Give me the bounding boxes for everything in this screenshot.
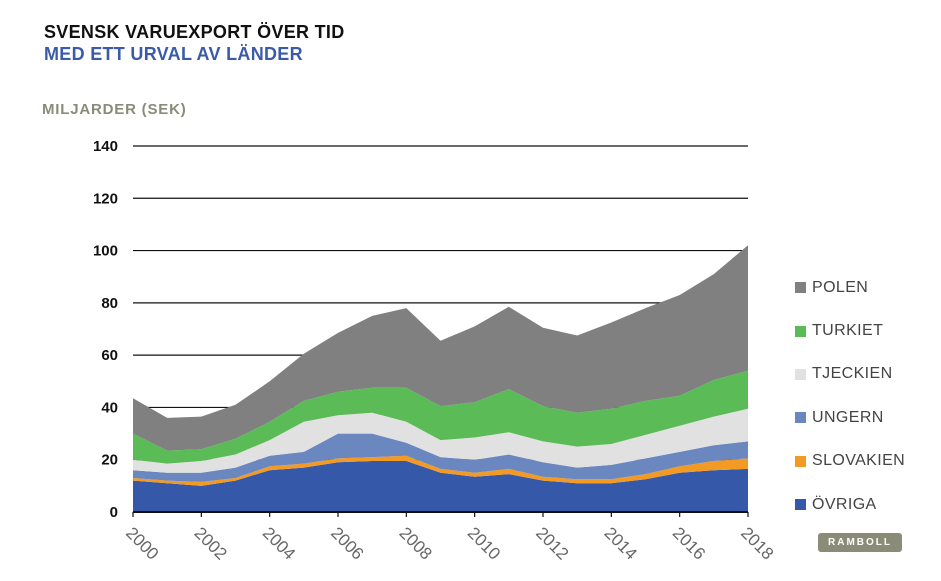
x-tick-label: 2008 <box>396 523 436 563</box>
legend-swatch <box>795 499 806 511</box>
x-tick-label: 2016 <box>669 523 709 563</box>
y-tick-label: 80 <box>101 295 118 312</box>
ramboll-logo: RAMBOLL <box>818 533 902 552</box>
legend-item-tjeckien: TJECKIEN <box>795 353 905 396</box>
y-tick-label: 20 <box>101 452 118 469</box>
legend-swatch <box>795 455 806 467</box>
legend: POLEN TURKIET TJECKIEN UNGERN SLOVAKIEN ÖVRIG… <box>795 266 905 526</box>
legend-label: TURKIET <box>812 322 884 340</box>
x-tick-label: 2006 <box>327 523 367 563</box>
legend-item-slovakien: SLOVAKIEN <box>795 440 905 483</box>
legend-item-turkiet: TURKIET <box>795 309 905 352</box>
x-tick-label: 2004 <box>259 523 299 563</box>
area-turkiet <box>133 370 748 464</box>
x-tick-label: 2014 <box>601 523 641 563</box>
legend-item-polen: POLEN <box>795 266 905 309</box>
x-tick-label: 2002 <box>191 523 231 563</box>
legend-label: POLEN <box>812 278 869 296</box>
legend-item-ungern: UNGERN <box>795 396 905 439</box>
legend-swatch <box>795 368 806 380</box>
legend-swatch <box>795 412 806 424</box>
legend-label: ÖVRIGA <box>812 495 877 513</box>
legend-label: TJECKIEN <box>812 365 893 383</box>
chart-title: SVENSK VARUEXPORT ÖVER TID <box>44 22 345 42</box>
area-övriga <box>133 461 748 512</box>
x-tick-label: 2010 <box>464 523 504 563</box>
area-ungern <box>133 433 748 482</box>
y-tick-label: 40 <box>101 399 118 416</box>
y-tick-label: 0 <box>110 504 118 521</box>
area-slovakien <box>133 455 748 486</box>
legend-swatch <box>795 282 806 294</box>
x-tick-label: 2018 <box>737 523 777 563</box>
legend-item-övriga: ÖVRIGA <box>795 483 905 526</box>
area-polen <box>133 245 748 451</box>
chart-subtitle: MED ETT URVAL AV LÄNDER <box>44 44 303 64</box>
legend-swatch <box>795 325 806 337</box>
y-tick-labels: 0 20 40 60 80 100 120 140 <box>93 138 118 521</box>
legend-label: SLOVAKIEN <box>812 452 906 470</box>
x-tick-label: 2000 <box>122 523 162 563</box>
x-tick-labels: 2000 2002 2004 2006 2008 2010 2012 2014 2016 2018 <box>122 512 777 564</box>
y-tick-label: 100 <box>93 243 118 260</box>
y-tick-label: 140 <box>93 138 118 155</box>
legend-label: UNGERN <box>812 408 884 426</box>
y-tick-label: 120 <box>93 190 118 207</box>
x-tick-label: 2012 <box>532 523 572 563</box>
y-axis-label: MILJARDER (SEK) <box>42 101 187 118</box>
y-tick-label: 60 <box>101 347 118 364</box>
area-tjeckien <box>133 408 748 473</box>
area-series <box>133 245 748 513</box>
